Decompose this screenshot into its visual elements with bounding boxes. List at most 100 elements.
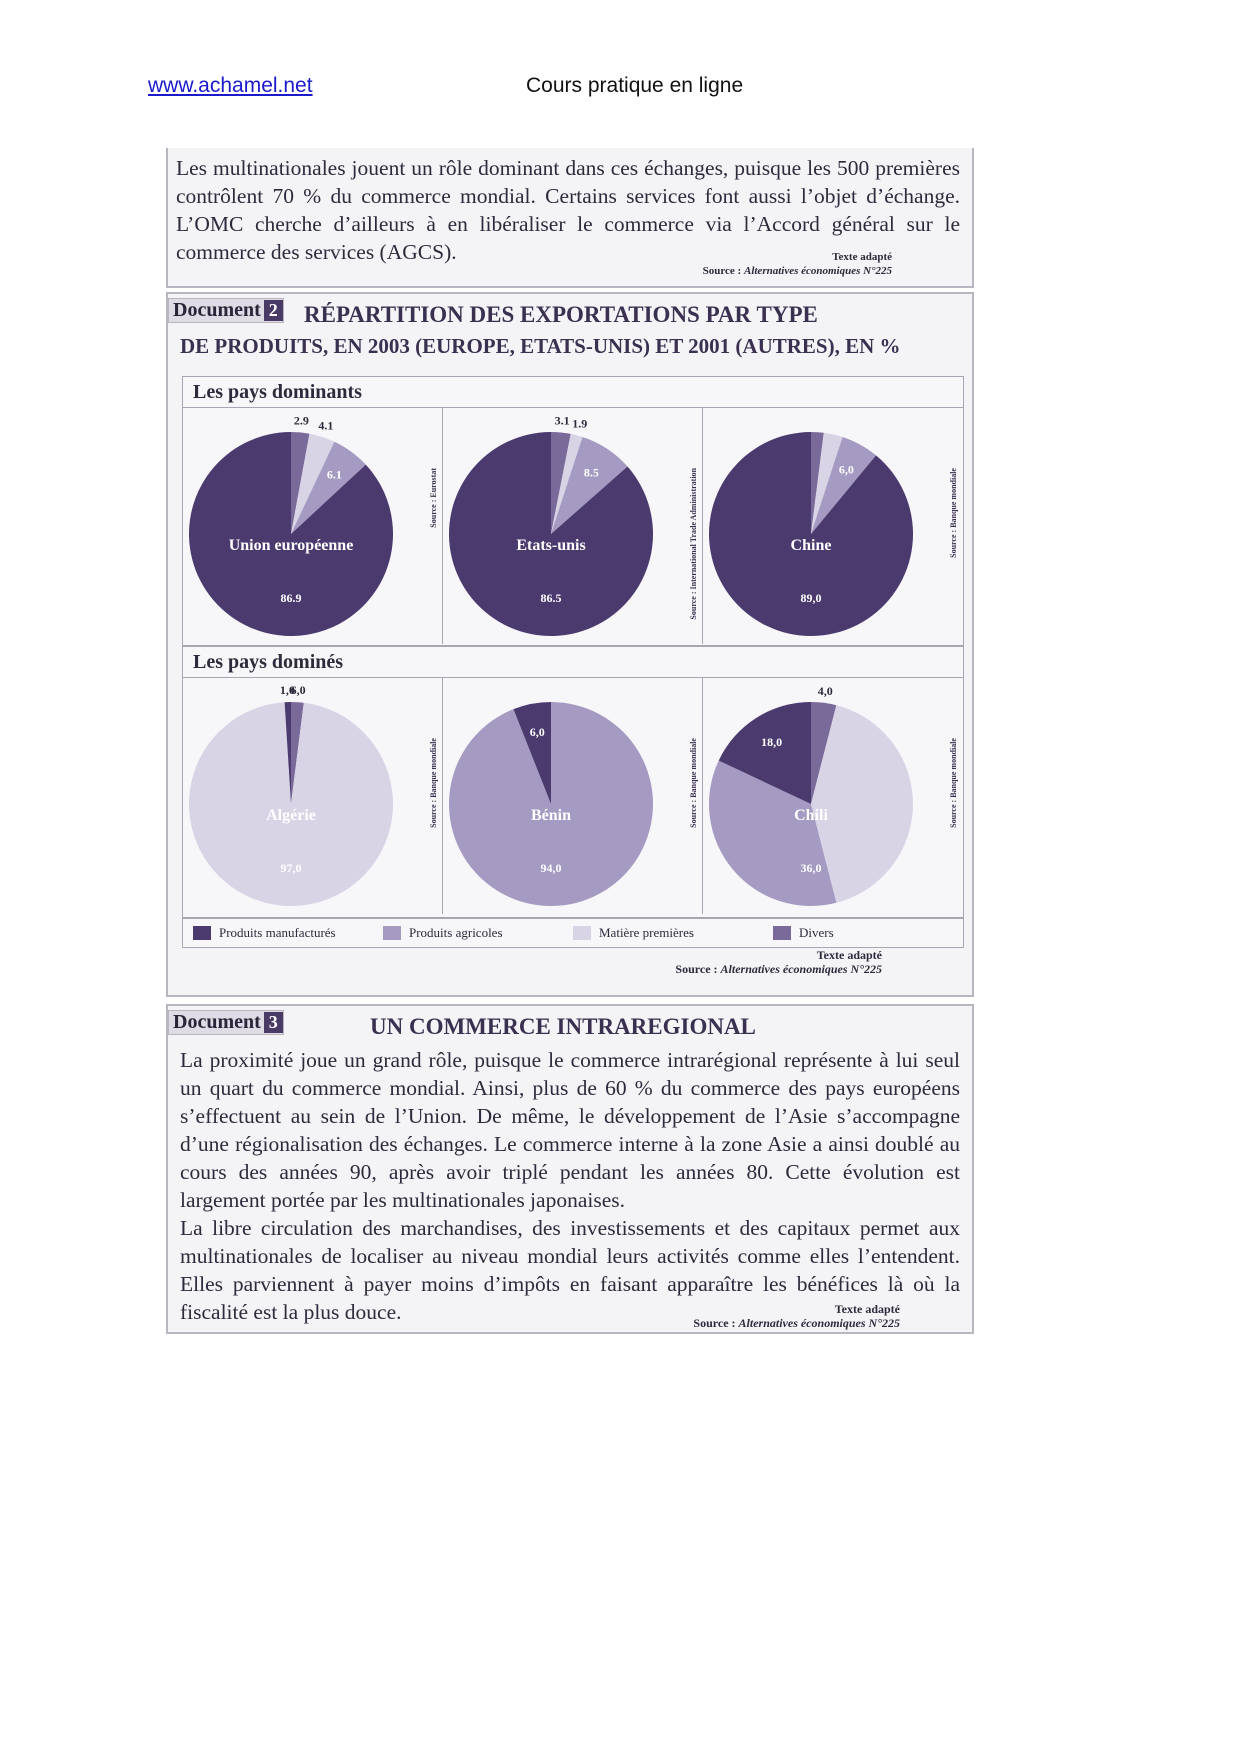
pie-slice <box>709 432 913 636</box>
document2-title-line1: RÉPARTITION DES EXPORTATIONS PAR TYPE <box>304 302 818 327</box>
pie-source: Source : International Trade Administrat… <box>689 468 698 620</box>
document2-title-line2: DE PRODUITS, EN 2003 (EUROPE, ETATS-UNIS… <box>180 334 901 358</box>
document2-box: Document 2 RÉPARTITION DES EXPORTATIONS … <box>166 292 974 997</box>
pie-chart: 6,0 97,0 1,0 Algérie <box>188 683 393 906</box>
slice-label: 6,0 <box>839 463 854 477</box>
document2-source: Texte adapté Source : Alternatives écono… <box>675 948 882 976</box>
slice-label: 2.9 <box>294 413 309 427</box>
pie-country-name: Etats-unis <box>516 537 585 554</box>
pie-cell-0: 2.9 4.1 6.1 86.9 Union européenne Source : Eu… <box>183 408 443 644</box>
pie-chart: 3.1 1.9 8.5 86.5 Etats-unis <box>449 414 653 636</box>
pie-source: Source : Banque mondiale <box>949 468 958 558</box>
slice-label: 8.5 <box>584 466 599 480</box>
document-word: Document <box>173 299 261 321</box>
slice-label: 4.1 <box>318 418 333 432</box>
pie-chart: 6,0 89,0 Chine <box>709 432 913 636</box>
document-number: 3 <box>263 1012 283 1033</box>
pie-cell-2: 6,0 89,0 Chine Source : Banque mondiale <box>703 408 962 644</box>
document1-source: Texte adapté Source : Alternatives écono… <box>703 250 892 278</box>
pie-source: Source : Banque mondiale <box>949 738 958 828</box>
pie-country-name: Chili <box>794 807 828 824</box>
slice-label: 86.9 <box>281 591 302 605</box>
panel-dominated: Les pays dominés 6,0 97,0 1,0 Algérie Source… <box>182 646 964 918</box>
panel-dominant: Les pays dominants 2.9 4.1 6.1 86.9 Union eu… <box>182 376 964 646</box>
slice-label: 6,0 <box>530 725 545 739</box>
legend-swatch <box>773 926 791 940</box>
legend-label: Produits agricoles <box>409 925 503 940</box>
slice-label: 97,0 <box>281 861 302 875</box>
slice-label: 3.1 <box>555 414 570 428</box>
pie-slice <box>284 702 291 804</box>
pie-slice <box>291 702 304 804</box>
source-name: Alternatives économiques N°225 <box>720 962 882 976</box>
pie-slice <box>188 702 393 906</box>
chart-legend: Produits manufacturés Produits agricoles… <box>182 918 964 948</box>
document1-note: Texte adapté <box>832 251 892 263</box>
document3-source: Texte adapté Source : Alternatives écono… <box>693 1302 900 1330</box>
pie-slice <box>189 432 393 636</box>
document1-text: Les multinationales jouent un rôle domin… <box>176 156 960 264</box>
pie-slice <box>709 760 837 906</box>
slice-label: 6,0 <box>291 683 306 697</box>
document3-title: UN COMMERCE INTRAREGIONAL <box>370 1014 756 1039</box>
source-name: Alternatives économiques N°225 <box>738 1316 900 1330</box>
pie-slice <box>551 436 628 534</box>
pie-source: Source : Banque mondiale <box>689 738 698 828</box>
pie-slice <box>513 702 551 804</box>
document3-paragraph-2: La libre circulation des marchandises, d… <box>180 1216 960 1324</box>
pie-country-name: Bénin <box>531 807 571 824</box>
pie-country-name: Chine <box>791 537 832 554</box>
document3-note: Texte adapté <box>834 1302 900 1316</box>
slice-label: 86.5 <box>541 591 562 605</box>
source-label: Source : <box>675 962 718 976</box>
legend-item-agricultural: Produits agricoles <box>383 925 503 941</box>
source-name: Alternatives économiques N°225 <box>743 265 892 277</box>
legend-item-misc: Divers <box>773 925 834 941</box>
pie-slice <box>811 432 824 534</box>
pie-source: Source : Eurostat <box>429 468 438 528</box>
document-number: 2 <box>263 300 283 321</box>
legend-swatch <box>383 926 401 940</box>
pie-slice <box>811 702 837 804</box>
pie-slice <box>811 705 913 903</box>
pie-country-name: Algérie <box>266 807 316 824</box>
source-label: Source : <box>702 265 742 277</box>
pie-cell-1: 3.1 1.9 8.5 86.5 Etats-unis Source : Internat… <box>443 408 703 644</box>
header-title: Cours pratique en ligne <box>526 74 744 97</box>
slice-label: 36,0 <box>801 861 822 875</box>
slice-label: 94,0 <box>541 861 562 875</box>
pie-cell-0: 6,0 97,0 1,0 Algérie Source : Banque mondial… <box>183 678 443 914</box>
pie-slice <box>811 436 877 534</box>
pie-slice <box>291 433 335 534</box>
legend-label: Matière premières <box>599 925 694 940</box>
pie-slice <box>291 441 366 534</box>
document-word: Document <box>173 1011 261 1033</box>
panel-title: Les pays dominés <box>183 647 963 678</box>
slice-label: 6.1 <box>327 468 342 482</box>
site-link[interactable]: www.achamel.net <box>148 74 313 97</box>
slice-label: 4,0 <box>818 684 833 698</box>
pie-source: Source : Banque mondiale <box>429 738 438 828</box>
document3-body: La proximité joue un grand rôle, puisque… <box>180 1046 960 1326</box>
slice-label: 18,0 <box>761 735 782 749</box>
document3-paragraph-1: La proximité joue un grand rôle, puisque… <box>180 1048 960 1212</box>
pie-slice <box>718 702 811 804</box>
document3-label: Document 3 <box>168 1010 284 1035</box>
panel-title: Les pays dominants <box>183 377 963 408</box>
document3-box: Document 3 UN COMMERCE INTRAREGIONAL La … <box>166 1004 974 1334</box>
document2-note: Texte adapté <box>816 948 882 962</box>
legend-label: Divers <box>799 925 834 940</box>
document1-box: Les multinationales jouent un rôle domin… <box>166 148 974 288</box>
source-label: Source : <box>693 1316 736 1330</box>
page-header: www.achamel.net Cours pratique en ligne <box>0 74 1240 104</box>
pie-slice <box>551 432 571 534</box>
document2-label: Document 2 <box>168 298 284 323</box>
slice-label: 89,0 <box>801 591 822 605</box>
legend-swatch <box>573 926 591 940</box>
pie-cell-1: 94,0 6,0 Bénin Source : Banque mondiale <box>443 678 703 914</box>
pie-chart: 94,0 6,0 Bénin <box>449 702 653 906</box>
pie-slice <box>811 432 843 534</box>
legend-item-raw-materials: Matière premières <box>573 925 694 941</box>
